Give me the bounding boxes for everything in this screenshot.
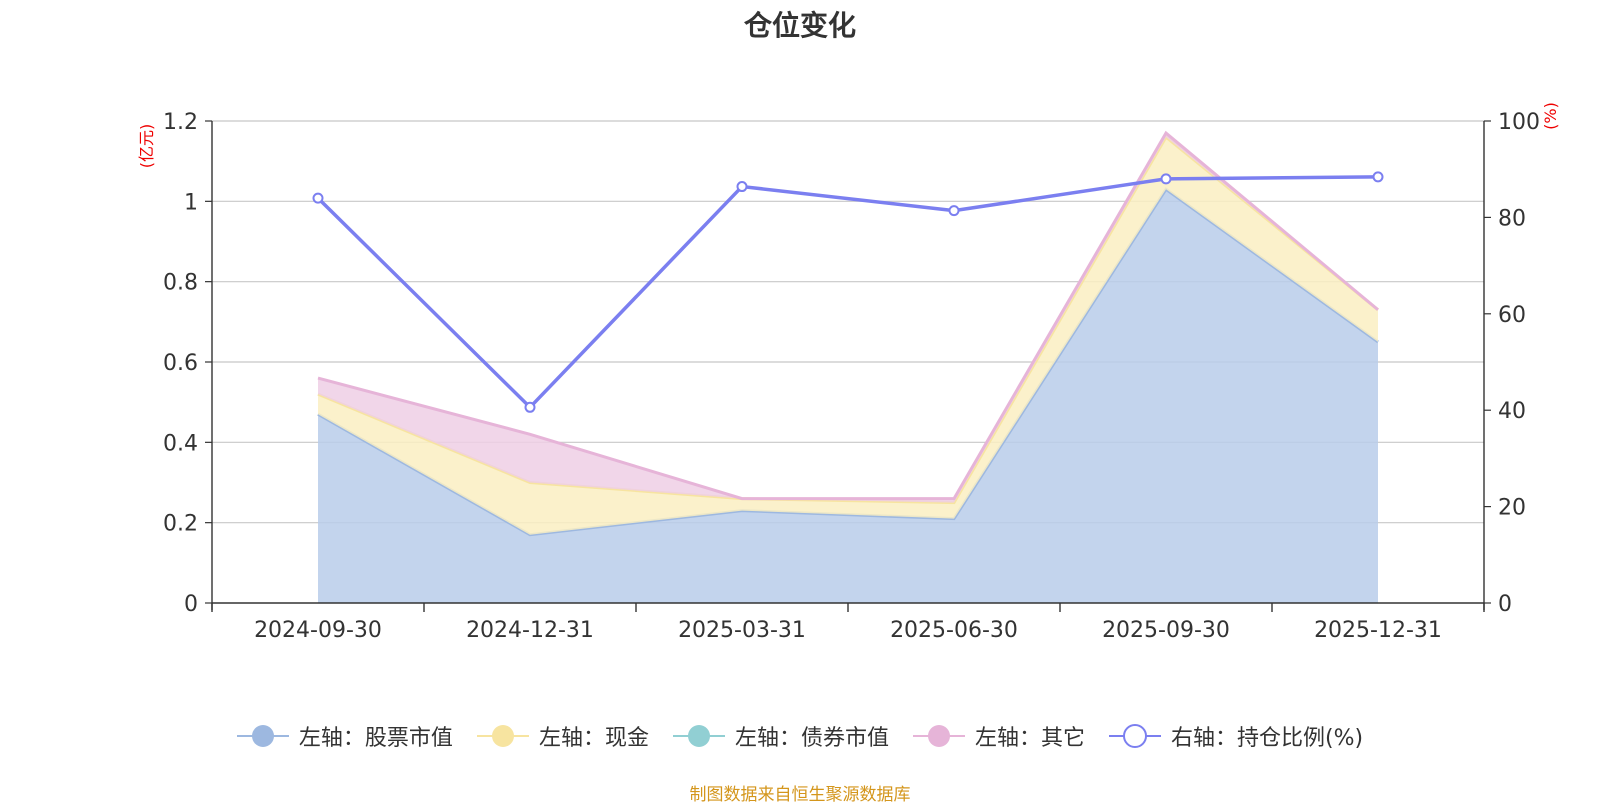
legend-item[interactable]: 左轴：股票市值 [236, 720, 453, 752]
x-axis-tick-label: 2024-09-30 [254, 618, 382, 643]
line-holding-ratio [316, 175, 1379, 410]
right-axis-tick-label: 100 [1498, 110, 1540, 135]
left-axis-tick-label: 0.2 [163, 512, 198, 537]
data-point-holding-ratio[interactable] [1160, 173, 1172, 185]
data-point-holding-ratio[interactable] [524, 401, 536, 413]
legend-label: 左轴：股票市值 [298, 726, 453, 751]
legend-label: 右轴：持仓比例(%) [1170, 726, 1364, 751]
x-axis-tick-label: 2025-12-31 [1314, 618, 1442, 643]
legend-item[interactable]: 左轴：现金 [476, 720, 649, 752]
left-axis-tick-label: 0.8 [163, 271, 198, 296]
area-series [317, 130, 1379, 604]
area-左轴：股票市值 [318, 189, 1378, 604]
data-point-holding-ratio[interactable] [312, 192, 324, 204]
x-axis-tick-label: 2025-06-30 [890, 618, 1018, 643]
legend-swatch-icon [236, 725, 289, 747]
x-axis-tick-label: 2024-12-31 [466, 618, 594, 643]
area-左轴：现金 [318, 137, 1378, 535]
axes: 0 0.2 0.4 0.6 0.8 1 1.2 0 20 40 60 80 100 2024-09-30 2… [163, 110, 1540, 643]
legend-label: 左轴：债券市值 [734, 726, 889, 751]
legend-item[interactable]: 左轴：债券市值 [672, 720, 889, 752]
legend-item[interactable]: 左轴：其它 [912, 720, 1085, 752]
right-axis-tick-label: 0 [1498, 592, 1512, 617]
left-axis-tick-label: 0 [184, 592, 198, 617]
legend: 左轴：股票市值 左轴：现金 左轴：债券市值 左轴：其它 右轴：持仓比例(%) [0, 720, 1600, 752]
legend-swatch-icon [476, 725, 529, 747]
data-point-holding-ratio[interactable] [736, 181, 748, 193]
data-point-holding-ratio[interactable] [1372, 171, 1384, 183]
left-axis-tick-label: 1.2 [163, 110, 198, 135]
chart-title: 仓位变化 [743, 9, 856, 42]
left-axis-tick-label: 1 [184, 190, 198, 215]
left-axis-unit: (亿元) [137, 124, 156, 169]
right-axis-tick-label: 20 [1498, 496, 1526, 521]
x-axis-tick-label: 2025-09-30 [1102, 618, 1230, 643]
data-point-holding-ratio[interactable] [948, 205, 960, 217]
source-footer: 制图数据来自恒生聚源数据库 [689, 785, 911, 805]
right-axis-tick-label: 60 [1498, 303, 1526, 328]
right-axis-tick-label: 40 [1498, 399, 1526, 424]
x-axis-tick-label: 2025-03-31 [678, 618, 806, 643]
legend-item[interactable]: 右轴：持仓比例(%) [1108, 720, 1364, 752]
line-series [312, 171, 1384, 413]
legend-swatch-icon [1108, 724, 1161, 748]
left-axis-tick-label: 0.6 [163, 351, 198, 376]
legend-swatch-icon [672, 725, 725, 747]
right-axis-unit: (%) [1541, 102, 1560, 130]
legend-swatch-icon [912, 725, 965, 747]
left-axis-tick-label: 0.4 [163, 431, 198, 456]
area-edge-左轴：其它 [317, 130, 1379, 501]
right-axis-tick-label: 80 [1498, 206, 1526, 231]
legend-label: 左轴：现金 [538, 726, 649, 751]
legend-label: 左轴：其它 [974, 726, 1085, 751]
